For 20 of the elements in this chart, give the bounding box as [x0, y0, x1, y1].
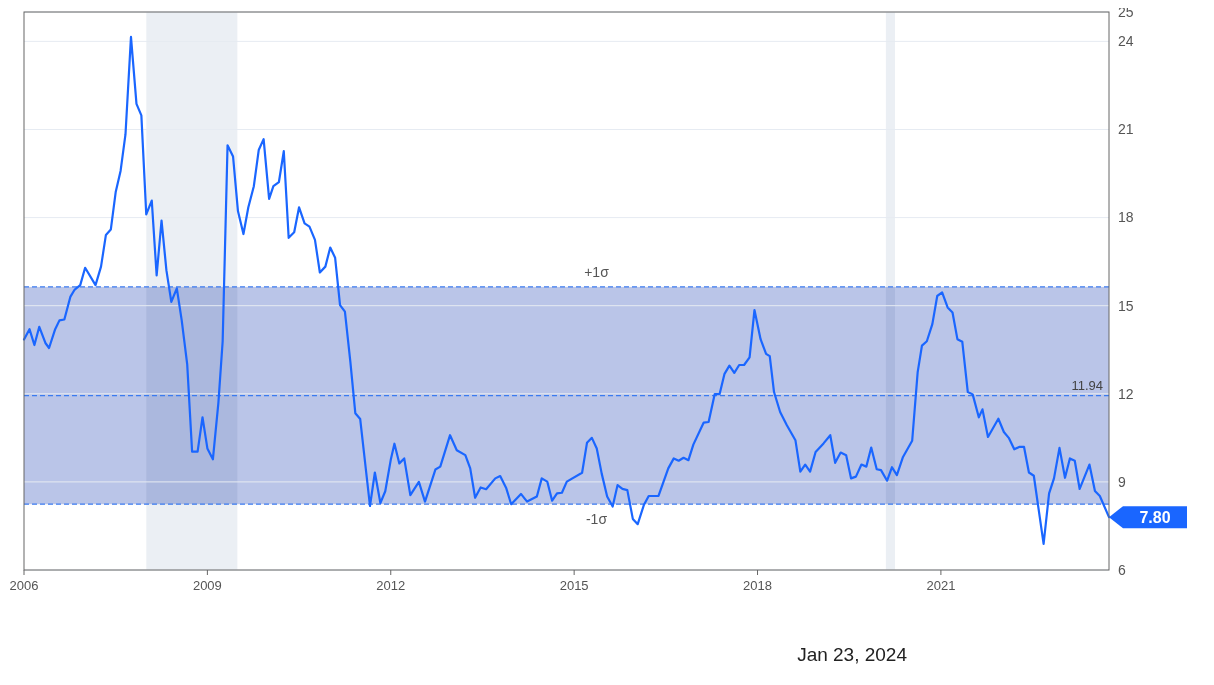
annotation: 7.80: [1139, 508, 1171, 526]
y-tick-label: 9: [1118, 473, 1126, 490]
x-tick-label: 2006: [9, 578, 39, 593]
line-series: [22, 35, 1111, 545]
ref-line-label: -1σ: [585, 511, 608, 528]
y-tick-label: 12: [1118, 385, 1134, 402]
y-tick-label: 21: [1118, 121, 1134, 138]
x-tick-label: 2015: [559, 578, 589, 593]
x-tick-label: 2018: [743, 578, 772, 593]
ref-line-label: 11.94: [1071, 377, 1103, 393]
x-tick-label: 2009: [192, 578, 222, 593]
y-tick-label: 6: [1118, 561, 1126, 578]
y-tick-label: 25: [1118, 3, 1134, 20]
y-tick-label: 18: [1118, 209, 1134, 226]
y-tick-label: 15: [1118, 297, 1134, 314]
ref-line-label: +1σ: [584, 263, 610, 280]
text: Jan 23, 2024: [797, 644, 908, 665]
y-tick-label: 24: [1118, 33, 1134, 50]
x-tick-label: 2012: [376, 578, 406, 593]
x-tick-label: 2021: [926, 578, 956, 593]
